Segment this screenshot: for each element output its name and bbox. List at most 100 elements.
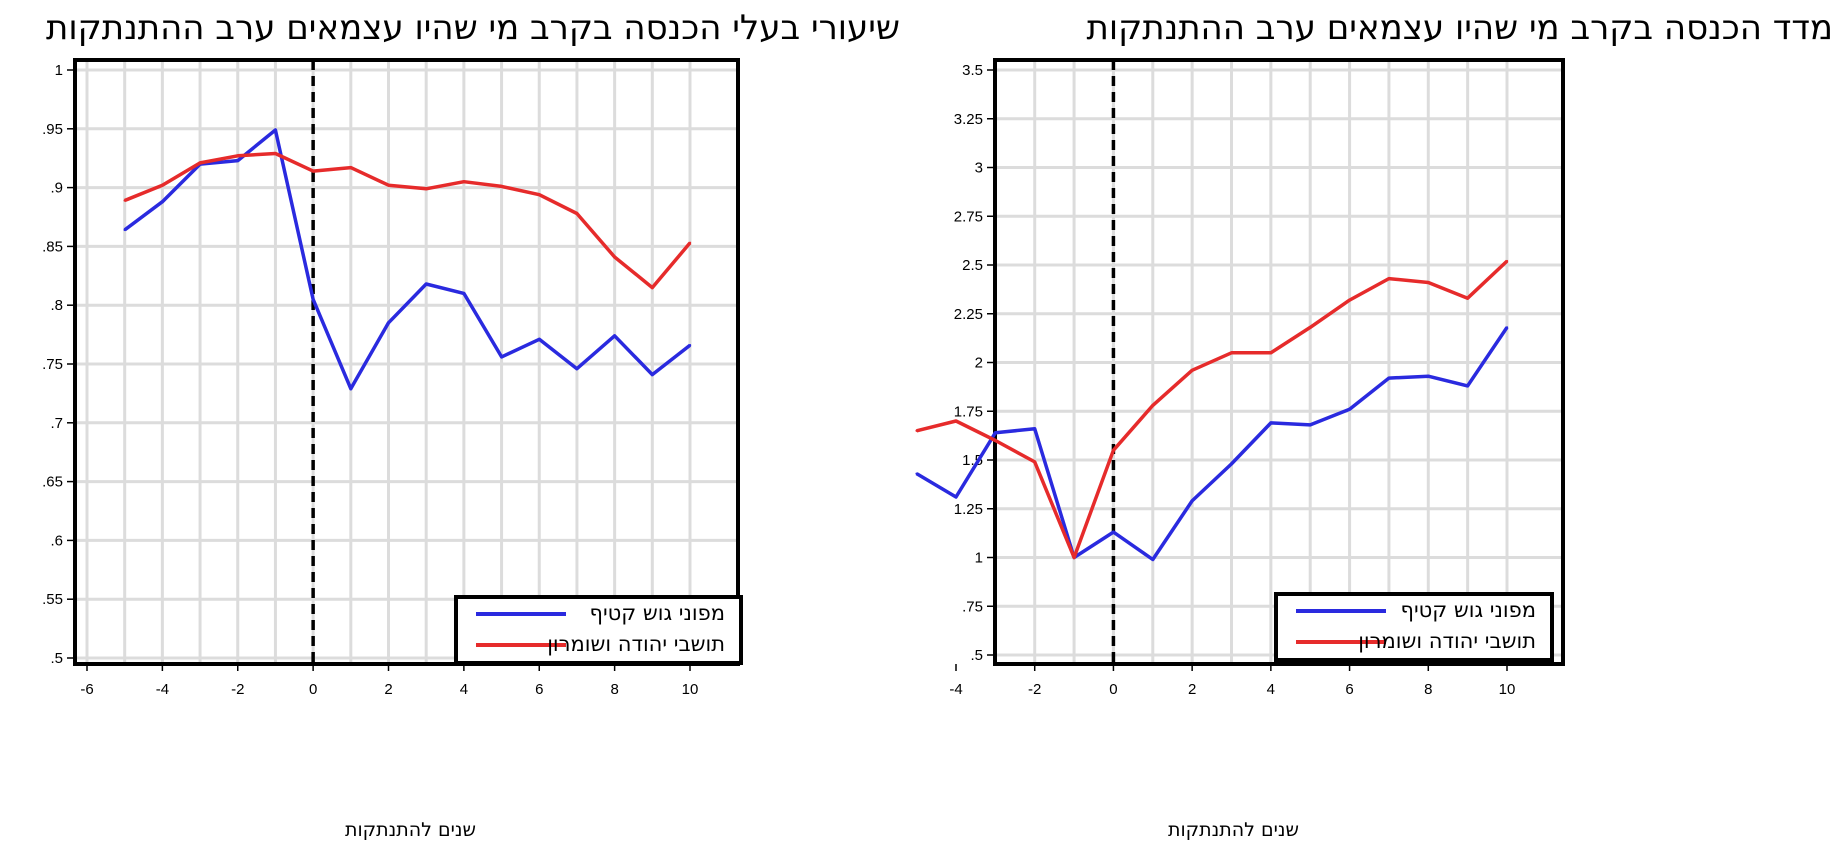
x-tick-label: -2 bbox=[1028, 681, 1041, 698]
data-point bbox=[1151, 558, 1154, 561]
data-point bbox=[1033, 427, 1036, 430]
data-point bbox=[538, 338, 541, 341]
y-tick-label: .5 bbox=[970, 647, 983, 664]
x-tick-label: 4 bbox=[460, 681, 468, 698]
y-tick-label: .75 bbox=[962, 598, 983, 615]
chart-panel-participation: שיעורי בעלי הכנסה בקרב מי שהיו עצמאים ער… bbox=[0, 0, 910, 852]
y-tick-label: 1.25 bbox=[954, 501, 983, 518]
data-point bbox=[349, 166, 353, 169]
legend-label: מפוני גוש קטיף bbox=[589, 601, 725, 625]
legend: מפוני גוש קטיף תושבי יהודה ושומרון bbox=[1274, 592, 1554, 662]
chart-title: מדד הכנסה בקרב מי שהיו עצמאים ערב ההתנתק… bbox=[1086, 8, 1833, 48]
data-point bbox=[236, 159, 239, 162]
y-tick-label: 2 bbox=[975, 355, 983, 372]
data-point bbox=[954, 419, 958, 423]
y-tick-label: 3.25 bbox=[954, 111, 983, 128]
data-point bbox=[1466, 296, 1469, 300]
data-point bbox=[387, 321, 390, 325]
legend-item-yesha: תושבי יהודה ושומרון bbox=[458, 630, 739, 660]
legend-label: תושבי יהודה ושומרון bbox=[1358, 629, 1536, 653]
data-point bbox=[123, 199, 126, 202]
x-axis-label: שנים להתנתקות bbox=[1168, 819, 1299, 841]
x-axis-label: שנים להתנתקות bbox=[345, 819, 476, 841]
data-point bbox=[1269, 351, 1273, 354]
x-tick-label: 8 bbox=[1424, 681, 1432, 698]
data-point bbox=[688, 343, 692, 347]
y-tick-label: .55 bbox=[42, 591, 63, 608]
y-tick-label: 1.75 bbox=[954, 403, 983, 420]
data-point bbox=[311, 298, 315, 301]
y-tick-label: .85 bbox=[42, 238, 63, 255]
x-tick-label: -4 bbox=[949, 681, 962, 698]
data-point bbox=[1387, 376, 1391, 380]
series-line-0 bbox=[123, 128, 692, 391]
x-tick-label: 0 bbox=[1109, 681, 1117, 698]
x-tick-label: 0 bbox=[309, 681, 317, 698]
data-point bbox=[424, 187, 428, 190]
legend-label: מפוני גוש קטיף bbox=[1400, 598, 1536, 622]
data-point bbox=[236, 154, 239, 158]
plot-frame bbox=[73, 58, 740, 666]
y-tick-label: .5 bbox=[50, 650, 63, 667]
legend-item-gush-katif: מפוני גוש קטיף bbox=[1278, 596, 1550, 626]
data-point bbox=[1505, 259, 1509, 263]
data-point bbox=[1033, 460, 1036, 464]
legend-swatch-red bbox=[1296, 640, 1386, 644]
data-point bbox=[994, 431, 997, 434]
legend-label: תושבי יהודה ושומרון bbox=[547, 632, 725, 656]
data-point bbox=[274, 152, 277, 155]
data-point bbox=[1112, 449, 1115, 452]
data-point bbox=[1427, 281, 1430, 284]
data-point bbox=[1348, 298, 1351, 302]
data-point bbox=[1466, 384, 1469, 388]
data-point bbox=[613, 255, 616, 259]
x-tick-label: 10 bbox=[682, 681, 699, 698]
data-point bbox=[1348, 408, 1351, 411]
legend-item-gush-katif: מפוני גוש קטיף bbox=[458, 599, 739, 629]
x-tick-label: -2 bbox=[231, 681, 244, 698]
data-point bbox=[994, 439, 997, 442]
series-line-1 bbox=[916, 259, 1509, 560]
y-tick-label: .95 bbox=[42, 121, 63, 138]
line-chart-income-index: .5.7511.251.51.7522.252.52.7533.253.5-4-… bbox=[915, 58, 1565, 698]
x-tick-label: -6 bbox=[80, 681, 93, 698]
x-tick-label: 2 bbox=[384, 681, 392, 698]
data-point bbox=[500, 185, 503, 188]
data-point bbox=[575, 212, 579, 215]
data-point bbox=[915, 472, 918, 475]
data-point bbox=[500, 355, 503, 359]
series-line-1 bbox=[124, 151, 692, 290]
data-point bbox=[538, 193, 541, 196]
data-point bbox=[1190, 369, 1194, 372]
data-point bbox=[161, 200, 164, 203]
series-line-0 bbox=[915, 326, 1509, 562]
x-tick-label: 6 bbox=[535, 681, 543, 698]
legend: מפוני גוש קטיף תושבי יהודה ושומרון bbox=[454, 595, 743, 665]
y-tick-label: 3.5 bbox=[962, 62, 983, 79]
data-point bbox=[462, 180, 466, 183]
y-tick-label: 2.25 bbox=[954, 306, 983, 323]
data-point bbox=[123, 228, 126, 232]
y-tick-label: .65 bbox=[42, 474, 63, 491]
data-point bbox=[198, 161, 202, 165]
y-tick-label: .6 bbox=[50, 532, 63, 549]
y-tick-label: 1 bbox=[975, 550, 983, 567]
data-point bbox=[1230, 351, 1233, 354]
y-tick-label: 3 bbox=[975, 160, 983, 177]
data-point bbox=[1072, 556, 1076, 559]
x-tick-label: 10 bbox=[1499, 681, 1516, 698]
legend-swatch-red bbox=[476, 643, 566, 647]
data-point bbox=[688, 241, 692, 245]
data-point bbox=[1151, 404, 1154, 407]
y-tick-label: .7 bbox=[50, 415, 63, 432]
x-tick-label: 4 bbox=[1267, 681, 1275, 698]
x-tick-label: -4 bbox=[156, 681, 169, 698]
data-point bbox=[575, 367, 579, 370]
data-point bbox=[1230, 462, 1233, 466]
y-tick-label: .8 bbox=[50, 297, 63, 314]
y-tick-label: 2.5 bbox=[962, 257, 983, 274]
data-point bbox=[1309, 423, 1312, 427]
data-point bbox=[424, 282, 428, 286]
legend-swatch-blue bbox=[476, 612, 566, 616]
y-tick-label: 2.75 bbox=[954, 208, 983, 225]
